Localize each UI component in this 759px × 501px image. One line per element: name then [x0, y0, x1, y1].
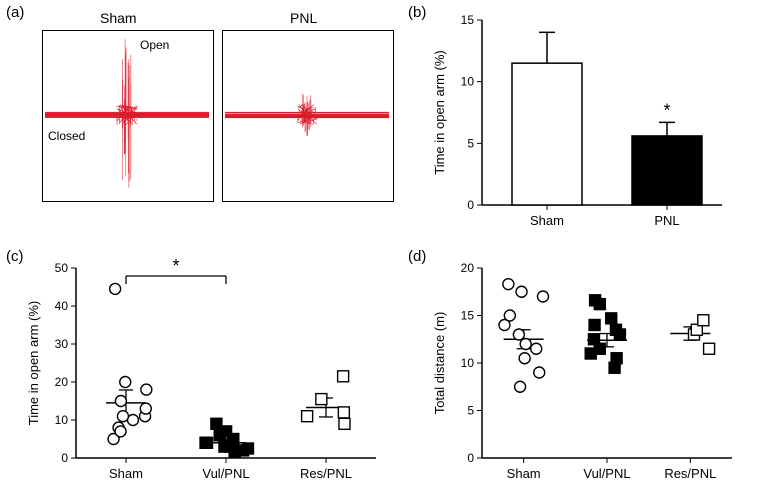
svg-text:20: 20 [461, 261, 475, 275]
svg-text:Res/PNL: Res/PNL [300, 466, 352, 481]
svg-text:40: 40 [55, 299, 69, 313]
svg-text:10: 10 [461, 356, 475, 370]
svg-text:20: 20 [55, 375, 69, 389]
svg-text:50: 50 [55, 261, 69, 275]
svg-text:Vul/PNL: Vul/PNL [583, 466, 630, 481]
svg-text:5: 5 [467, 404, 474, 418]
svg-text:30: 30 [55, 337, 69, 351]
svg-text:PNL: PNL [654, 213, 679, 228]
maze-sham-title: Sham [100, 10, 137, 26]
maze-open-label: Open [140, 38, 169, 52]
svg-text:Vul/PNL: Vul/PNL [202, 466, 249, 481]
maze-pnl-title: PNL [290, 10, 317, 26]
panel-c-chart: 0 10 20 30 40 50 Time in open arm (%) Sham Vul/P… [18, 256, 398, 501]
svg-text:10: 10 [55, 413, 69, 427]
svg-text:Sham: Sham [109, 466, 143, 481]
maze-closed-label: Closed [48, 129, 85, 143]
svg-text:15: 15 [461, 309, 475, 323]
svg-text:15: 15 [461, 13, 475, 27]
maze-pnl-trace [222, 30, 392, 200]
panel-b-chart: 0 5 10 15 Time in open arm (%) Sham PNL * [420, 8, 750, 238]
svg-text:0: 0 [467, 198, 474, 212]
svg-text:Sham: Sham [530, 213, 564, 228]
svg-text:Time in open arm (%): Time in open arm (%) [432, 50, 447, 175]
svg-text:Sham: Sham [507, 466, 541, 481]
maze-sham-trace [42, 30, 212, 200]
svg-text:Time in open arm (%): Time in open arm (%) [26, 301, 41, 426]
svg-text:5: 5 [467, 136, 474, 150]
svg-text:*: * [663, 100, 670, 120]
svg-text:0: 0 [467, 451, 474, 465]
svg-text:Total distance (m): Total distance (m) [432, 312, 447, 415]
svg-text:10: 10 [461, 75, 475, 89]
svg-text:*: * [172, 256, 179, 276]
svg-text:Res/PNL: Res/PNL [664, 466, 716, 481]
panel-d-chart: 0 5 10 15 20 Total distance (m) Sham Vul/PNL Res… [420, 256, 750, 501]
panel-a-label: (a) [6, 4, 24, 21]
svg-text:0: 0 [61, 451, 68, 465]
